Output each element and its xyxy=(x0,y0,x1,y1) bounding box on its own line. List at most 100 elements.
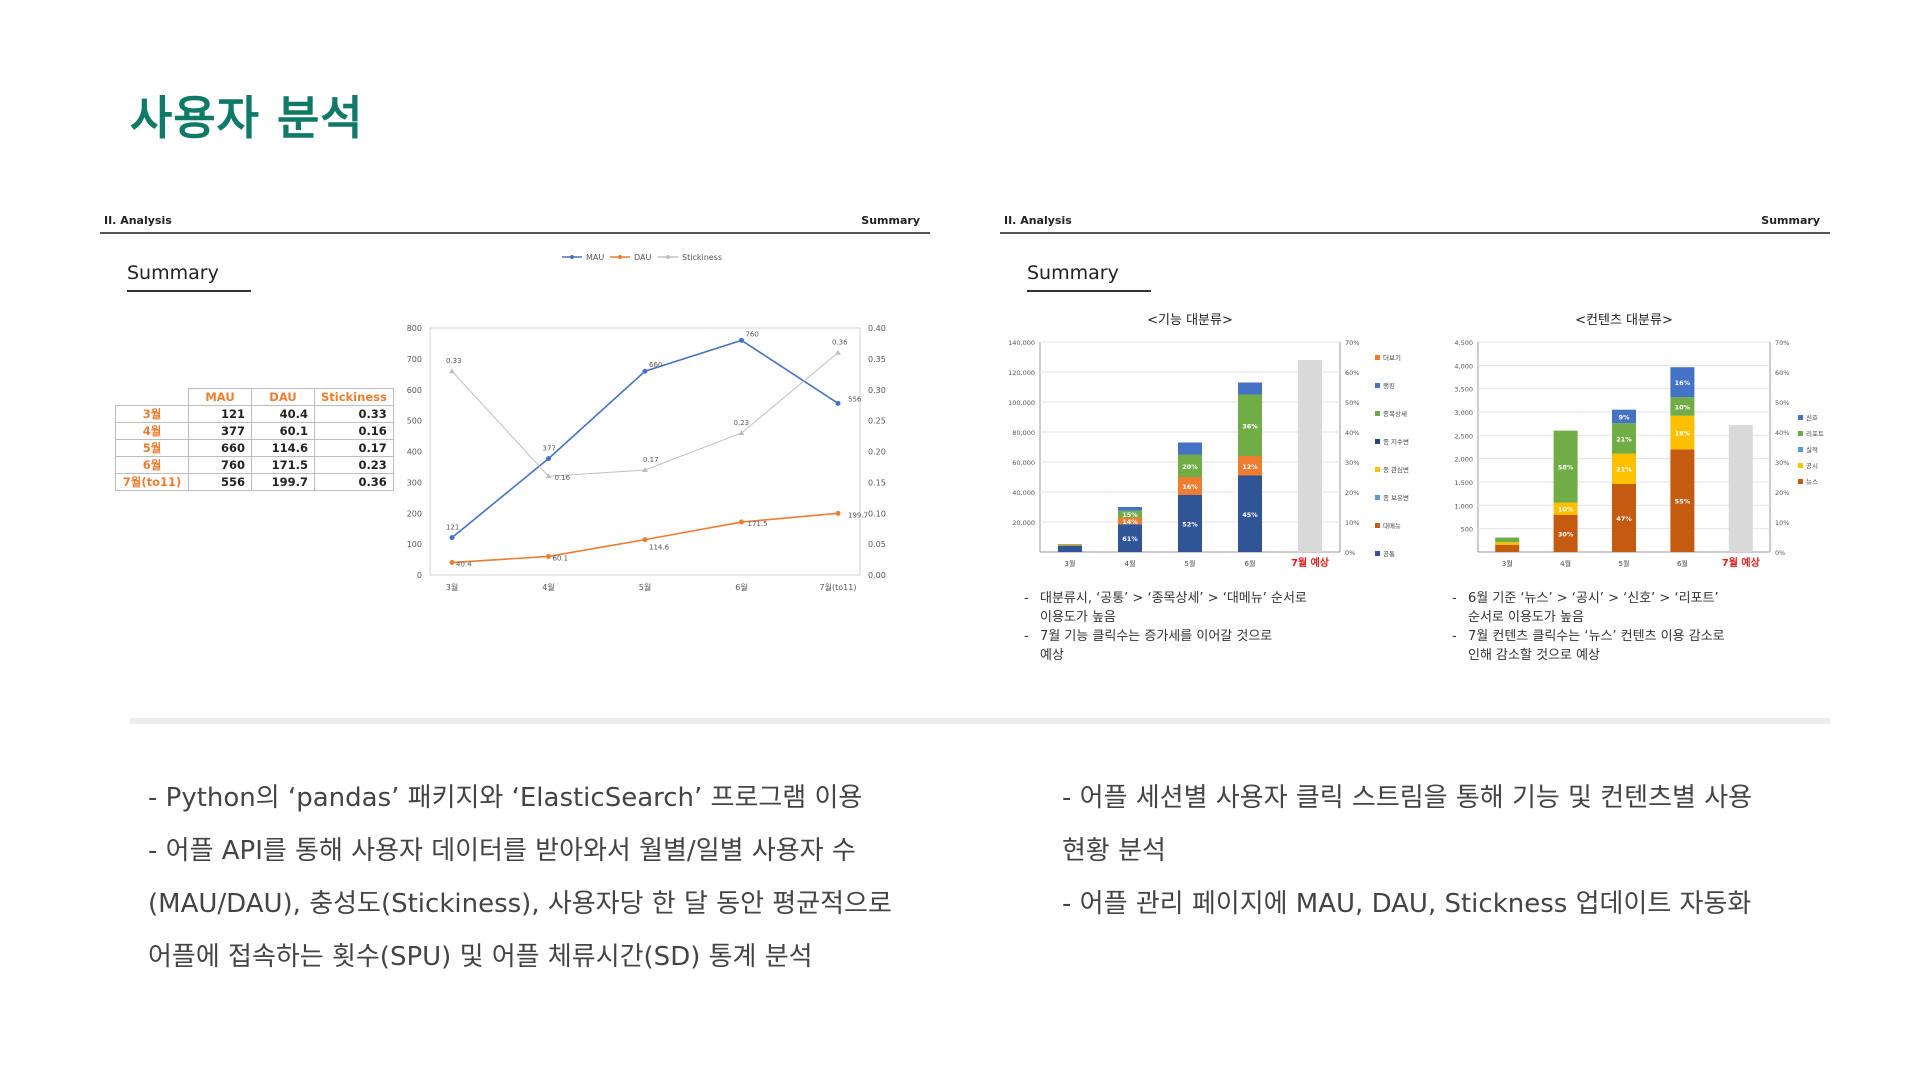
bar-segment xyxy=(1612,423,1636,454)
page-title: 사용자 분석 xyxy=(130,91,364,145)
y-tick-label-left: 600 xyxy=(407,386,422,395)
y-tick-label-right: 40% xyxy=(1345,429,1359,437)
bullet-line: - 어플 API를 통해 사용자 데이터를 받아와서 월별/일별 사용자 수 xyxy=(148,836,856,866)
x-tick-label: 6월 xyxy=(1245,559,1256,568)
legend-swatch xyxy=(1375,551,1380,556)
legend-label: 신호 xyxy=(1806,413,1818,422)
note-bullet: - xyxy=(1452,591,1457,606)
segment-label: 16% xyxy=(1182,483,1198,491)
bullet-line: - 어플 세션별 사용자 클릭 스트림을 통해 기능 및 컨텐츠별 사용 xyxy=(1062,783,1753,813)
segment-label: 15% xyxy=(1122,511,1138,519)
bullet-line: - Python의 ‘pandas’ 패키지와 ‘ElasticSearch’ … xyxy=(148,783,863,813)
table-row: 7월(to11) 556 199.7 0.36 xyxy=(115,473,394,491)
bar-segment xyxy=(1670,397,1695,416)
segment-label: 45% xyxy=(1242,511,1258,519)
data-point xyxy=(546,456,551,462)
y-tick-label-right: 0.20 xyxy=(868,448,886,457)
y-tick-label-right: 10% xyxy=(1775,519,1789,527)
legend-marker xyxy=(618,255,622,259)
bar-segment xyxy=(1495,537,1520,543)
table-cell-dau: 114.6 xyxy=(251,439,315,457)
bar-segment xyxy=(1058,546,1082,552)
y-tick-label-left: 400 xyxy=(407,448,422,457)
chart-title: <컨텐츠 대분류> xyxy=(1575,313,1673,328)
segment-label: 21% xyxy=(1616,466,1632,474)
data-point xyxy=(546,553,551,559)
legend-swatch xyxy=(1375,439,1380,444)
legend-label: 리포트 xyxy=(1806,429,1824,438)
note-line: 순서로 이용도가 높음 xyxy=(1468,610,1584,625)
panel-header-section: II. Analysis xyxy=(104,214,172,227)
legend-label: 랭킹 xyxy=(1383,381,1395,390)
y-tick-label-left: 3,500 xyxy=(1454,386,1473,394)
x-tick-label: 4월 xyxy=(1560,559,1571,568)
y-tick-label-left: 1,000 xyxy=(1454,502,1473,510)
data-label: 199.7 xyxy=(848,511,868,519)
segment-label: 58% xyxy=(1558,464,1574,472)
note-line: 7월 컨텐츠 클릭수는 ‘뉴스’ 컨텐츠 이용 감소로 xyxy=(1468,629,1725,644)
y-tick-label-right: 0% xyxy=(1775,549,1785,557)
bar-segment xyxy=(1238,394,1262,456)
data-label: 0.17 xyxy=(643,456,659,464)
segment-label: 21% xyxy=(1616,435,1632,443)
data-label: 171.5 xyxy=(748,520,768,528)
y-tick-label-left: 100 xyxy=(407,540,422,549)
y-tick-label-left: 300 xyxy=(407,478,422,487)
bar-segment xyxy=(1058,544,1082,546)
analysis-bullets-right: - 어플 세션별 사용자 클릭 스트림을 통해 기능 및 컨텐츠별 사용 현황 … xyxy=(1062,772,1822,931)
y-tick-label-right: 70% xyxy=(1775,339,1789,347)
segment-label: 10% xyxy=(1675,403,1691,411)
chart-title: <기능 대분류> xyxy=(1147,313,1233,328)
plot-frame xyxy=(429,327,861,576)
y-tick-label-left: 60,000 xyxy=(1012,459,1035,467)
summary-subtitle: Summary xyxy=(127,262,251,292)
segment-label: 30% xyxy=(1558,530,1574,538)
y-tick-label-right: 0.25 xyxy=(868,417,886,426)
y-tick-label-right: 0.00 xyxy=(868,571,886,580)
x-tick-label: 7월(to11) xyxy=(820,582,857,592)
note-line: 이용도가 높음 xyxy=(1040,610,1116,625)
y-tick-label-right: 20% xyxy=(1775,489,1789,497)
x-tick-label: 4월 xyxy=(1125,559,1136,568)
legend-label: Stickiness xyxy=(682,253,722,262)
bar-segment xyxy=(1178,442,1202,455)
panel-header: II. Analysis Summary xyxy=(100,210,930,234)
legend-swatch xyxy=(1375,523,1380,528)
y-tick-label-left: 700 xyxy=(407,355,422,364)
segment-label: 47% xyxy=(1616,515,1632,523)
segment-label: 52% xyxy=(1182,521,1198,529)
legend-swatch xyxy=(1798,479,1803,484)
y-tick-label-left: 2,500 xyxy=(1454,432,1473,440)
y-tick-label-right: 20% xyxy=(1345,489,1359,497)
panel-header-summary: Summary xyxy=(861,214,920,227)
data-point xyxy=(738,429,745,435)
note-bullet: - xyxy=(1452,629,1457,644)
y-tick-label-left: 1,500 xyxy=(1454,479,1473,487)
bar-segment xyxy=(1670,415,1695,450)
x-tick-label: 3월 xyxy=(446,582,458,592)
note-line: 대분류시, ‘공통’ > ‘종목상세’ > ‘대메뉴’ 순서로 xyxy=(1040,591,1307,606)
data-point xyxy=(739,337,744,343)
y-tick-label-left: 20,000 xyxy=(1012,519,1035,527)
x-tick-label: 7월 예상 xyxy=(1722,556,1761,569)
y-tick-label-right: 70% xyxy=(1345,339,1359,347)
legend-swatch xyxy=(1798,463,1803,468)
bar-segment xyxy=(1495,545,1520,552)
bar-segment xyxy=(1553,502,1578,515)
y-tick-label-right: 0% xyxy=(1345,549,1355,557)
table-cell-stickiness: 0.17 xyxy=(314,439,394,457)
data-point xyxy=(545,473,552,479)
legend-label: 공통 xyxy=(1383,550,1395,558)
y-tick-label-left: 100,000 xyxy=(1008,399,1035,407)
x-tick-label: 5월 xyxy=(639,582,651,592)
legend-marker xyxy=(570,255,574,259)
data-point xyxy=(835,510,841,516)
y-tick-label-right: 50% xyxy=(1775,399,1789,407)
data-point xyxy=(449,560,455,566)
y-tick-label-left: 500 xyxy=(407,417,422,426)
y-tick-label-right: 0.10 xyxy=(868,509,886,518)
data-label: 556 xyxy=(848,395,862,403)
x-tick-label: 3월 xyxy=(1065,559,1076,568)
table-row-label: 6월 xyxy=(115,456,189,474)
bar-segment xyxy=(1058,545,1082,546)
